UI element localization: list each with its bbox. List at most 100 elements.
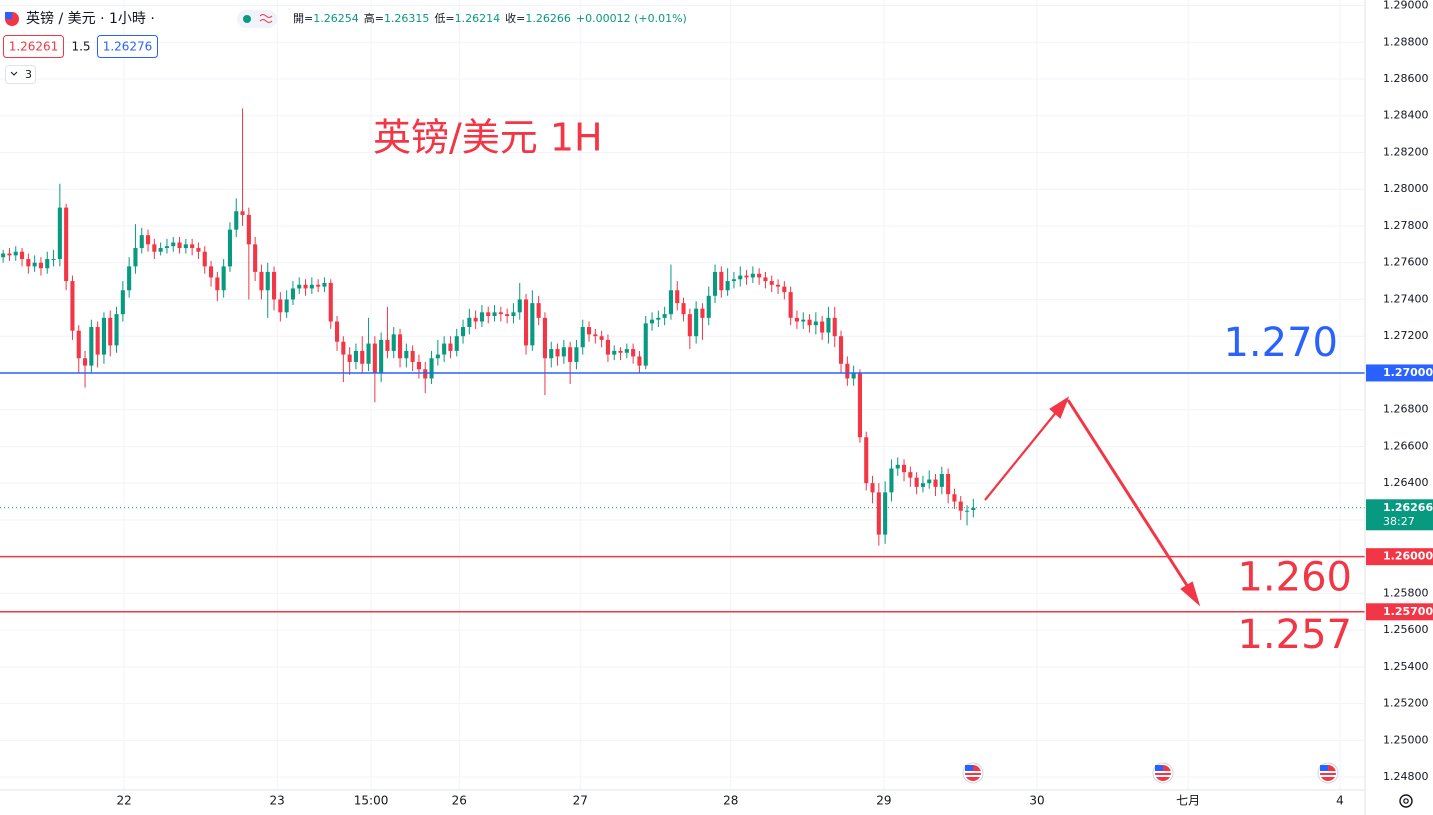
buy-button[interactable] <box>97 35 158 58</box>
candle-body <box>360 350 365 364</box>
y-tick-label: 1.26600 <box>1383 439 1429 452</box>
candle-body <box>127 266 132 291</box>
settings-button[interactable] <box>1399 794 1413 808</box>
candle-body <box>139 235 144 249</box>
candle-body <box>542 317 547 359</box>
candle-body <box>221 266 226 291</box>
candle-body <box>637 356 642 366</box>
y-tick-label: 1.27200 <box>1383 329 1429 342</box>
candle-body <box>971 507 976 511</box>
candle-body <box>146 235 151 245</box>
candle-body <box>870 483 875 493</box>
candle-body <box>1 253 6 258</box>
candle-body <box>883 492 888 535</box>
candle-body <box>253 244 258 272</box>
candle-body <box>278 299 283 313</box>
ohlc-value: 1.26214 <box>455 12 501 25</box>
candle-body <box>845 363 850 379</box>
candle-body <box>738 275 743 280</box>
candle-body <box>316 284 321 287</box>
candle-body <box>448 343 453 351</box>
spread: 1.5 <box>71 40 90 54</box>
level-price-label: 1.25700 <box>1383 605 1433 618</box>
candle-body <box>649 319 655 324</box>
candle-body <box>303 284 308 289</box>
candle-body <box>435 354 440 359</box>
chevron <box>10 71 18 76</box>
candle-body <box>643 323 648 366</box>
candle-body <box>215 277 220 291</box>
candle-body <box>259 271 264 291</box>
candle-body <box>694 308 699 337</box>
arrow-head <box>1180 581 1201 607</box>
level-annotation: 1.270 <box>1223 320 1338 366</box>
level-price-label: 1.27000 <box>1383 366 1433 379</box>
candle-body <box>775 284 781 287</box>
us-event[interactable] <box>1152 762 1174 784</box>
y-tick-label: 1.25800 <box>1383 586 1429 599</box>
candle-body <box>83 358 88 366</box>
candle-body <box>864 437 869 484</box>
ohlc-label: 開= <box>293 12 313 25</box>
candle-body <box>246 214 251 245</box>
x-tick-label: 15:00 <box>354 794 389 808</box>
candle-body <box>700 308 705 318</box>
candle-body <box>807 319 812 326</box>
level-price-box <box>1366 364 1433 382</box>
candle-body <box>618 350 623 353</box>
candle-body <box>322 282 327 287</box>
y-tick-label: 1.26400 <box>1383 476 1429 489</box>
candle-body <box>38 262 43 269</box>
candle-body <box>561 347 566 357</box>
candle-body <box>416 361 421 370</box>
y-tick-label: 1.27400 <box>1383 292 1429 305</box>
ohlc-change: +0.00012 (+0.01%) <box>576 12 687 25</box>
candle-body <box>612 350 617 355</box>
candle-body <box>334 321 340 342</box>
candle-body <box>555 349 560 357</box>
candle-body <box>901 464 907 473</box>
ohlc-value: 1.26254 <box>313 12 359 25</box>
candle-body <box>933 479 938 487</box>
candle-body <box>196 248 201 252</box>
sell-button[interactable] <box>3 35 64 58</box>
candle-body <box>328 282 333 322</box>
y-tick-label: 1.28200 <box>1383 145 1429 158</box>
y-tick-label: 1.26800 <box>1383 403 1429 416</box>
candle-body <box>64 207 69 282</box>
us-event[interactable] <box>962 762 984 784</box>
candle-body <box>675 290 680 304</box>
candle-body <box>889 468 894 493</box>
candle-body <box>769 281 774 285</box>
candle-body <box>45 259 50 269</box>
forecast-arrows <box>984 396 1201 607</box>
candle-body <box>914 477 919 487</box>
candle-body <box>51 259 56 261</box>
y-tick-label: 1.28600 <box>1383 72 1429 85</box>
candle-body <box>284 299 289 313</box>
y-tick-label: 1.25400 <box>1383 660 1429 673</box>
y-tick-label: 1.25600 <box>1383 623 1429 636</box>
candle-body <box>7 253 12 256</box>
candle-body <box>838 336 844 364</box>
us-event[interactable] <box>1317 762 1339 784</box>
indicators-toggle[interactable] <box>5 65 36 84</box>
candle-body <box>712 271 718 296</box>
symbol-name[interactable]: 英镑 / 美元 · 1小時 · <box>26 10 155 27</box>
candle-body <box>782 286 787 293</box>
candle-body <box>719 271 724 291</box>
x-tick-label: 29 <box>876 794 891 808</box>
level-annotation: 1.260 <box>1237 555 1352 601</box>
current-price-label: 1.26266 <box>1383 501 1433 514</box>
candle-body <box>851 372 856 379</box>
candle-body <box>467 317 472 328</box>
y-tick-label: 1.28000 <box>1383 182 1429 195</box>
candle-body <box>240 211 245 215</box>
candle-body <box>946 474 951 495</box>
arrow-head <box>1049 396 1070 419</box>
market-open-dot <box>243 15 251 23</box>
level-annotation: 1.257 <box>1237 612 1352 658</box>
candle-body <box>372 343 377 373</box>
ohlc-value: 1.26315 <box>384 12 430 25</box>
